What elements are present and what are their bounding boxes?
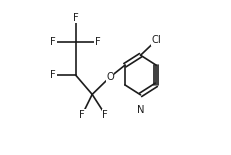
Text: F: F [50,37,56,47]
Text: F: F [102,110,108,120]
Text: F: F [72,13,78,23]
Text: F: F [50,70,56,80]
Text: F: F [79,110,85,120]
Text: Cl: Cl [151,35,160,45]
Text: F: F [94,37,100,47]
Text: O: O [106,72,113,82]
Text: N: N [136,105,144,115]
